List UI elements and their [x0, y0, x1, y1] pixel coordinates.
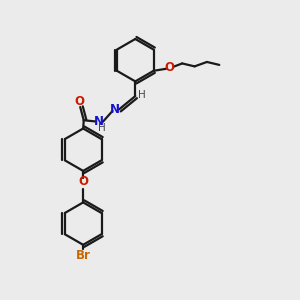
- Text: N: N: [94, 115, 103, 128]
- Text: O: O: [78, 175, 88, 188]
- Text: Br: Br: [76, 249, 91, 262]
- Text: O: O: [165, 61, 175, 74]
- Text: H: H: [98, 123, 106, 133]
- Text: N: N: [110, 103, 120, 116]
- Text: O: O: [75, 95, 85, 108]
- Text: H: H: [138, 90, 146, 100]
